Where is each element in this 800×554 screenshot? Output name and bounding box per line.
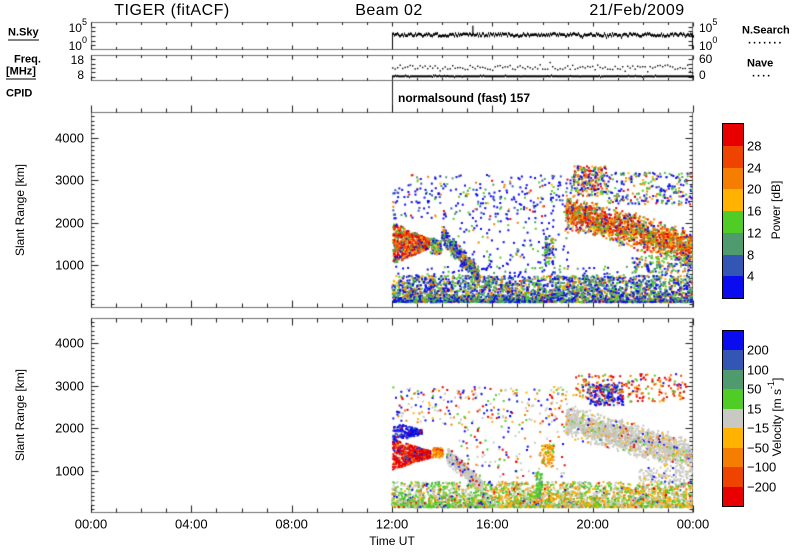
colorbar-tick-label: 4 bbox=[747, 268, 755, 284]
colorbar-tick-label: −15 bbox=[747, 420, 770, 436]
power-colorbar-title: Power [dB] bbox=[769, 180, 783, 240]
y-tick-label-velocity: 3000 bbox=[55, 378, 84, 394]
colorbar-segment bbox=[723, 467, 743, 487]
nsky-right-tick-top: 105 bbox=[699, 17, 718, 35]
colorbar-segment bbox=[723, 408, 743, 429]
power-colorbar bbox=[722, 123, 744, 299]
colorbar-tick-label: 50 bbox=[747, 381, 762, 397]
cpid-legend-label: CPID bbox=[6, 87, 33, 100]
colorbar-segment bbox=[723, 211, 743, 233]
x-tick-label: 20:00 bbox=[576, 516, 609, 532]
colorbar-segment bbox=[723, 232, 743, 255]
nsky-left-tick-bottom: 100 bbox=[68, 35, 87, 53]
colorbar-tick-label: 20 bbox=[747, 181, 762, 197]
colorbar-tick-label: 16 bbox=[747, 203, 762, 219]
nsky-right-tick-bottom: 100 bbox=[699, 35, 718, 53]
nave-tick-top: 60 bbox=[699, 52, 713, 66]
nsearch-legend-label: N.Search bbox=[742, 24, 790, 37]
y-axis-title-power-panel: Slant Range [km] bbox=[13, 163, 27, 257]
colorbar-tick-label: 24 bbox=[747, 160, 762, 175]
colorbar-segment bbox=[723, 331, 743, 351]
colorbar-segment bbox=[723, 145, 743, 168]
colorbar-tick-label: 12 bbox=[747, 225, 762, 241]
x-tick-label: 12:00 bbox=[375, 516, 409, 532]
freq-tick-bottom: 8 bbox=[77, 68, 84, 82]
colorbar-tick-label: 15 bbox=[747, 401, 762, 417]
nave-legend-label: Nave bbox=[747, 57, 774, 70]
y-tick-label-power: 1000 bbox=[55, 257, 84, 273]
x-tick-label: 04:00 bbox=[175, 516, 208, 532]
velocity-colorbar bbox=[722, 330, 744, 507]
x-tick-label: 00:00 bbox=[676, 516, 710, 532]
colorbar-tick-label: −200 bbox=[747, 479, 777, 495]
velocity-colorbar-title: Velocity [m s-1] bbox=[766, 377, 784, 457]
y-tick-label-velocity: 2000 bbox=[55, 420, 84, 436]
y-tick-label-velocity: 4000 bbox=[55, 335, 84, 351]
colorbar-tick-label: −50 bbox=[747, 440, 770, 456]
nsky-legend-label: N.Sky bbox=[8, 26, 39, 41]
freq-legend-label-line1: Freq. bbox=[14, 53, 41, 66]
x-axis-title: Time UT bbox=[369, 534, 415, 548]
nave-tick-bottom: 0 bbox=[699, 68, 706, 82]
y-tick-label-power: 3000 bbox=[55, 172, 84, 188]
cpid-value: normalsound (fast) 157 bbox=[398, 91, 531, 105]
colorbar-segment bbox=[723, 369, 743, 390]
x-tick-label: 00:00 bbox=[74, 516, 108, 532]
colorbar-segment bbox=[723, 124, 743, 146]
colorbar-tick-label: 200 bbox=[747, 342, 769, 358]
colorbar-segment bbox=[723, 254, 743, 277]
colorbar-segment bbox=[723, 189, 743, 211]
freq-tick-top: 18 bbox=[70, 53, 84, 67]
colorbar-segment bbox=[723, 350, 743, 370]
beam-label: Beam 02 bbox=[355, 2, 423, 19]
colorbar-tick-label: −100 bbox=[747, 459, 777, 475]
colorbar-tick-label: 100 bbox=[747, 362, 769, 378]
x-tick-label: 08:00 bbox=[275, 516, 308, 532]
colorbar-tick-label: 8 bbox=[747, 247, 755, 262]
y-axis-title-velocity-panel: Slant Range [km] bbox=[13, 368, 27, 462]
nsky-left-tick-top: 105 bbox=[68, 17, 87, 35]
colorbar-segment bbox=[723, 276, 743, 298]
colorbar-segment bbox=[723, 428, 743, 448]
colorbar-segment bbox=[723, 389, 743, 409]
date-label: 21/Feb/2009 bbox=[589, 2, 685, 19]
colorbar-tick-label: 28 bbox=[747, 138, 762, 154]
figure-title: TIGER (fitACF) bbox=[114, 2, 230, 19]
nsearch-linestyle-dots: ....... bbox=[748, 34, 784, 47]
colorbar-segment bbox=[723, 447, 743, 468]
y-tick-label-power: 2000 bbox=[55, 215, 84, 231]
nave-linestyle-dots: .... bbox=[752, 67, 773, 80]
freq-legend-label-line2: [MHz] bbox=[6, 65, 36, 80]
y-tick-label-power: 4000 bbox=[55, 130, 84, 146]
y-tick-label-velocity: 1000 bbox=[55, 463, 84, 479]
x-tick-label: 16:00 bbox=[476, 516, 509, 532]
colorbar-segment bbox=[723, 486, 743, 506]
colorbar-segment bbox=[723, 167, 743, 190]
